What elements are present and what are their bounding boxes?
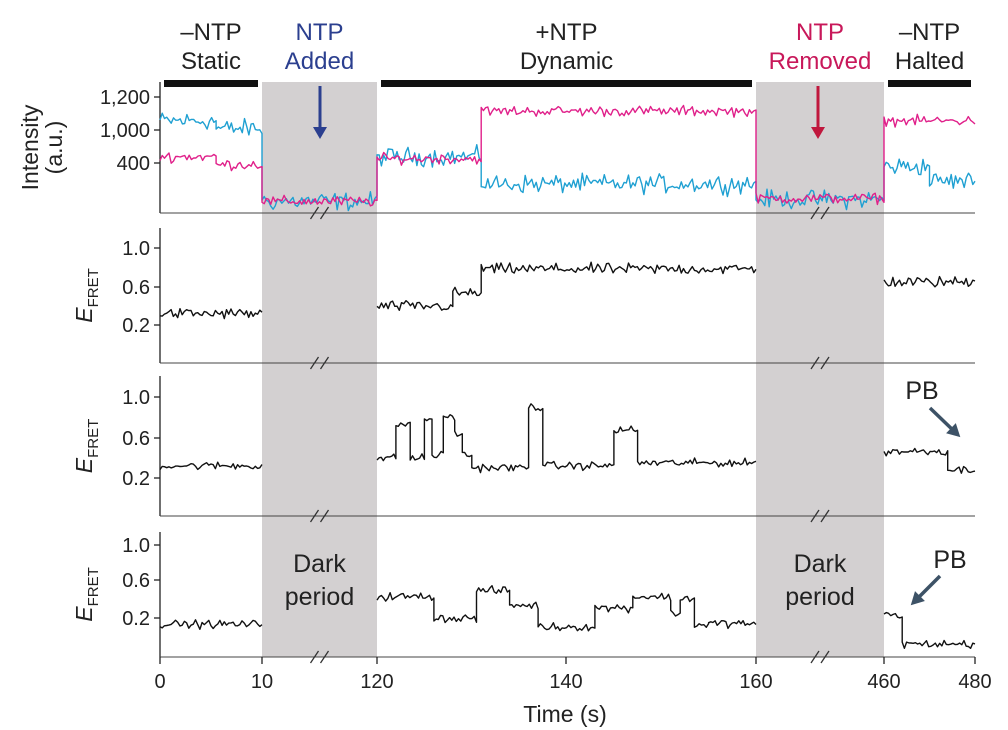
y-tick-label: 1.0: [122, 238, 150, 260]
trace-fret: [159, 261, 976, 320]
trace-fret: [159, 403, 976, 474]
pb-label: PB: [933, 546, 966, 574]
pb-arrow-head: [946, 423, 961, 438]
axis-break-mark: [319, 356, 330, 370]
x-tick-label: 140: [549, 671, 582, 693]
axis-break-mark: [810, 650, 820, 664]
y-tick-label: 0.6: [122, 428, 150, 450]
axis-break-mark: [319, 206, 330, 220]
axis-break-mark: [810, 206, 820, 220]
x-tick-label: 460: [867, 671, 900, 693]
condition-label-line1: +NTP: [535, 19, 597, 46]
axis-break-mark: [319, 650, 330, 664]
ntp-added-arrow-head: [313, 127, 327, 139]
x-tick-label: 0: [154, 671, 165, 693]
condition-label-line2: Dynamic: [520, 48, 613, 75]
y-axis-label: EFRET: [71, 567, 102, 622]
condition-headers: –NTPStaticNTPAdded+NTPDynamicNTPRemoved–…: [180, 19, 964, 75]
axis-break-mark: [319, 509, 330, 523]
axis-break-mark: [309, 509, 320, 523]
x-axis-label: Time (s): [523, 701, 606, 727]
y-tick-label: 1,200: [100, 87, 150, 109]
condition-bars: [164, 80, 971, 87]
axis-break-mark: [810, 509, 820, 523]
axis-break-mark: [820, 509, 830, 523]
dark-period-shade: [262, 82, 377, 657]
condition-label-line2: Removed: [769, 48, 872, 75]
y-tick-label: 1.0: [122, 535, 150, 557]
axis-break-mark: [309, 650, 320, 664]
dark-period-label: Dark: [293, 550, 346, 578]
dark-period-label: Dark: [794, 550, 847, 578]
trace-lines: [159, 104, 976, 649]
x-tick-label: 120: [360, 671, 393, 693]
condition-label-line1: –NTP: [899, 19, 960, 46]
y-tick-label: 0.6: [122, 277, 150, 299]
axis-break-mark: [820, 356, 830, 370]
condition-bar: [888, 80, 971, 87]
time-axis: Time (s) 0 10 120 140 160 460 480: [154, 657, 992, 727]
condition-label-line2: Added: [285, 48, 354, 75]
y-tick-label: 0.2: [122, 315, 150, 337]
pb-arrow-head: [910, 591, 925, 606]
condition-bar: [164, 80, 258, 87]
condition-label-line1: NTP: [796, 19, 844, 46]
axis-break-mark: [309, 356, 320, 370]
y-axis-label: (a.u.): [41, 121, 67, 175]
y-tick-label: 0.2: [122, 608, 150, 630]
condition-label-line1: NTP: [296, 19, 344, 46]
axis-break-mark: [820, 650, 830, 664]
y-tick-label: 0.2: [122, 468, 150, 490]
y-tick-label: 400: [117, 153, 150, 175]
dark-period-shading: [262, 82, 884, 657]
annotations: Dark period Dark period PB PB: [285, 86, 967, 611]
dark-period-shade: [756, 82, 884, 657]
condition-bar: [381, 80, 752, 87]
condition-label-line1: –NTP: [180, 19, 241, 46]
ntp-removed-arrow-head: [811, 127, 825, 139]
panel-axes: 400 1,000 1,200 Intensity(a.u.) 0.2 0.6 1.0 EFR…: [17, 82, 975, 664]
x-tick-label: 10: [251, 671, 273, 693]
y-axis-label: EFRET: [71, 419, 102, 474]
dark-period-label: period: [285, 583, 355, 611]
y-axis-label: Intensity: [17, 104, 43, 190]
condition-label-line2: Halted: [895, 48, 964, 75]
trace-acceptor: [159, 104, 976, 207]
pb-label: PB: [905, 377, 938, 405]
axis-break-mark: [820, 206, 830, 220]
y-axis-label: EFRET: [71, 268, 102, 323]
axis-break-mark: [309, 206, 320, 220]
y-tick-label: 1,000: [100, 120, 150, 142]
trace-fret: [159, 585, 976, 649]
y-tick-label: 1.0: [122, 387, 150, 409]
y-tick-label: 0.6: [122, 570, 150, 592]
condition-label-line2: Static: [181, 48, 241, 75]
x-tick-label: 160: [739, 671, 772, 693]
x-tick-label: 480: [958, 671, 991, 693]
dark-period-label: period: [785, 583, 855, 611]
axis-break-mark: [810, 356, 820, 370]
